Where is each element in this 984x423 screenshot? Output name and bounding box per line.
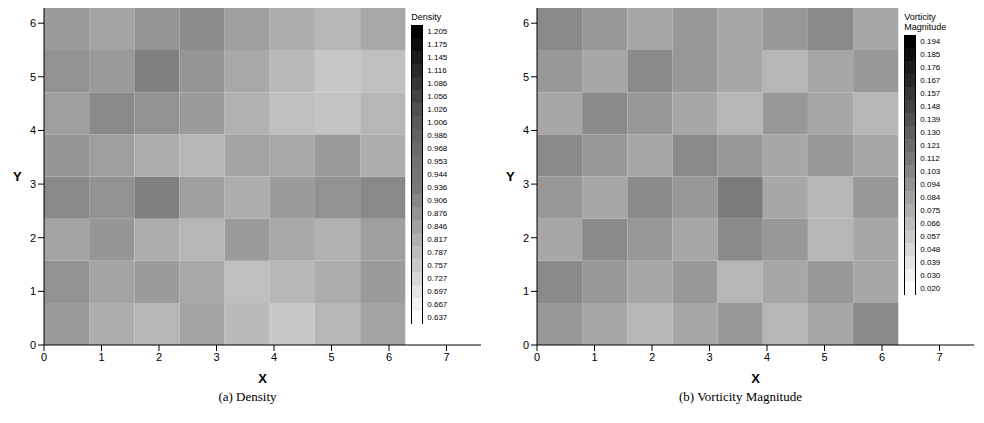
html-text:Density: Density — [411, 12, 442, 22]
html-text:1.086: 1.086 — [427, 79, 448, 88]
svg-text:0: 0 — [41, 351, 47, 363]
html-text:0.667: 0.667 — [427, 300, 448, 309]
svg-text:3: 3 — [30, 178, 36, 190]
html-text:(a) Density: (a) Density — [218, 389, 277, 404]
svg-text:1: 1 — [523, 285, 529, 297]
html-text:0.066: 0.066 — [920, 219, 941, 228]
html-text:0.936: 0.936 — [427, 183, 448, 192]
svg-text:X: X — [751, 371, 760, 385]
svg-text:2: 2 — [156, 351, 162, 363]
html-text:Vorticity Magnitude: Vorticity Magnitude — [904, 12, 947, 32]
html-text:0.697: 0.697 — [427, 287, 448, 296]
svg-text:3: 3 — [213, 351, 219, 363]
svg-text:Y: Y — [13, 169, 22, 184]
html-text:0.637: 0.637 — [427, 313, 448, 322]
svg-text:4: 4 — [30, 124, 36, 136]
svg-text:0: 0 — [534, 351, 540, 363]
html-text:0.194: 0.194 — [920, 37, 941, 46]
html-text:0.953: 0.953 — [427, 157, 448, 166]
svg-text:5: 5 — [328, 351, 334, 363]
html-text:0.817: 0.817 — [427, 235, 448, 244]
svg-text:1: 1 — [30, 285, 36, 297]
html-text:1.175: 1.175 — [427, 40, 448, 49]
svg-text:7: 7 — [936, 351, 942, 363]
html-text:0.968: 0.968 — [427, 144, 448, 153]
svg-text:0: 0 — [523, 339, 529, 351]
svg-text:1: 1 — [98, 351, 104, 363]
html-text:0.157: 0.157 — [920, 89, 941, 98]
html-text:0.167: 0.167 — [920, 76, 941, 85]
html-text:(b) Vorticity Magnitude: (b) Vorticity Magnitude — [679, 389, 802, 404]
html-text:0.757: 0.757 — [427, 261, 448, 270]
svg-text:5: 5 — [523, 71, 529, 83]
html-text:0.048: 0.048 — [920, 245, 941, 254]
html-text:0.986: 0.986 — [427, 131, 448, 140]
html-text:0.057: 0.057 — [920, 232, 941, 241]
svg-text:6: 6 — [30, 17, 36, 29]
html-text:0.876: 0.876 — [427, 209, 448, 218]
html-text:0.121: 0.121 — [920, 141, 941, 150]
html-text:0.112: 0.112 — [920, 154, 940, 163]
html-text:0.185: 0.185 — [920, 50, 941, 59]
html-text:1.145: 1.145 — [427, 53, 448, 62]
svg-text:5: 5 — [821, 351, 827, 363]
html-text:0.103: 0.103 — [920, 167, 941, 176]
svg-text:2: 2 — [30, 232, 36, 244]
html-text:0.130: 0.130 — [920, 128, 941, 137]
html-text:0.846: 0.846 — [427, 222, 448, 231]
svg-text:6: 6 — [523, 17, 529, 29]
html-text:0.176: 0.176 — [920, 63, 941, 72]
svg-text:4: 4 — [764, 351, 770, 363]
svg-text:6: 6 — [879, 351, 885, 363]
html-text:1.026: 1.026 — [427, 105, 448, 114]
svg-text:4: 4 — [271, 351, 277, 363]
html-text:1.006: 1.006 — [427, 118, 448, 127]
svg-text:0: 0 — [30, 339, 36, 351]
svg-text:Y: Y — [506, 169, 515, 184]
html-text:0.944: 0.944 — [427, 170, 448, 179]
html-text:0.139: 0.139 — [920, 115, 941, 124]
html-text:0.084: 0.084 — [920, 193, 941, 202]
svg-text:3: 3 — [706, 351, 712, 363]
html-text:0.030: 0.030 — [920, 271, 941, 280]
html-text:0.787: 0.787 — [427, 248, 448, 257]
html-text:0.727: 0.727 — [427, 274, 448, 283]
svg-text:X: X — [258, 371, 267, 385]
svg-text:5: 5 — [30, 71, 36, 83]
svg-text:1: 1 — [591, 351, 597, 363]
html-text:0.906: 0.906 — [427, 196, 448, 205]
svg-text:3: 3 — [523, 178, 529, 190]
svg-text:2: 2 — [649, 351, 655, 363]
svg-text:6: 6 — [386, 351, 392, 363]
html-text:0.039: 0.039 — [920, 258, 941, 267]
html-text:0.020: 0.020 — [920, 284, 941, 293]
html-text:1.056: 1.056 — [427, 92, 448, 101]
svg-text:4: 4 — [523, 124, 529, 136]
html-text:1.116: 1.116 — [427, 66, 447, 75]
html-text:0.075: 0.075 — [920, 206, 941, 215]
html-text:1.205: 1.205 — [427, 27, 448, 36]
svg-text:7: 7 — [443, 351, 449, 363]
svg-text:2: 2 — [523, 232, 529, 244]
html-text:0.094: 0.094 — [920, 180, 941, 189]
html-text:0.148: 0.148 — [920, 102, 941, 111]
